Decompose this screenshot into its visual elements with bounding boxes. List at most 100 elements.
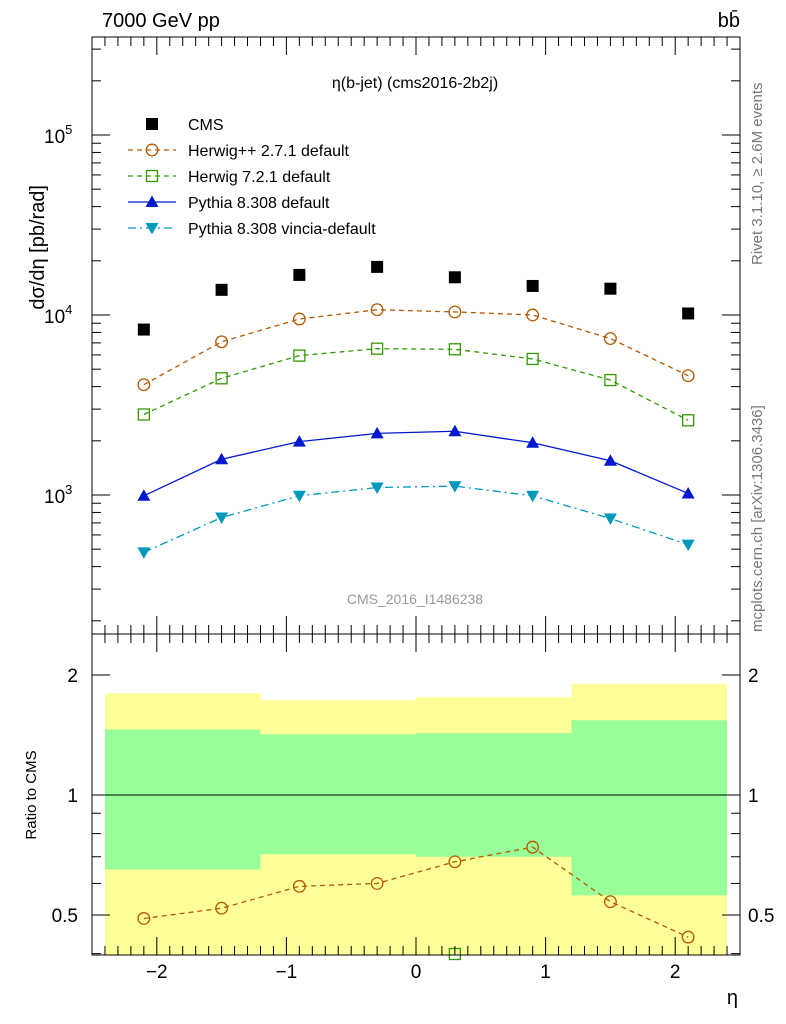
data-point	[681, 369, 695, 383]
ratio-uncertainty-bands	[104, 683, 728, 955]
data-point	[370, 342, 384, 355]
ratio-point	[681, 930, 695, 944]
legend-label: Herwig 7.2.1 default	[188, 169, 331, 186]
data-point	[448, 343, 462, 356]
data-point	[526, 308, 540, 322]
data-point	[137, 323, 150, 336]
data-point	[292, 490, 306, 503]
ratio-point	[215, 901, 229, 915]
ratio-y-tick-label: 1	[67, 786, 78, 807]
main-axis-ticks	[91, 37, 741, 634]
data-point	[682, 414, 695, 427]
data-point	[604, 282, 617, 295]
legend-entry: Pythia 8.308 vincia-default	[128, 221, 376, 238]
main-y-tick-labels: 103 104 105	[44, 122, 72, 508]
data-point	[682, 307, 695, 320]
data-point	[448, 481, 462, 493]
data-point	[448, 305, 462, 319]
ratio-point	[292, 879, 306, 893]
mcplots-label: mcplots.cern.ch [arXiv:1306.3436]	[749, 405, 766, 632]
legend-marker	[145, 143, 159, 157]
data-point	[370, 482, 384, 495]
process-label: bb̄	[718, 9, 740, 32]
data-point	[603, 454, 617, 466]
series-1	[137, 303, 695, 392]
data-point	[292, 312, 306, 326]
ratio-axis-ticks	[91, 634, 741, 955]
data-point	[681, 486, 695, 499]
data-point	[603, 513, 617, 526]
data-point	[137, 489, 151, 501]
data-point	[526, 436, 540, 448]
band-inner	[571, 720, 728, 896]
data-point	[526, 352, 539, 366]
main-y-tick-label: 105	[44, 122, 72, 148]
main-plot: 103 104 105 η(b-jet) (cms2016-2b2j) CMS_20…	[27, 36, 741, 635]
data-point	[681, 539, 695, 552]
legend: CMS Herwig++ 2.7.1 default Herwig 7.2.1 de…	[128, 117, 376, 238]
main-y-axis-label: dσ/dη [pb/rad]	[27, 185, 49, 310]
data-point	[448, 271, 461, 284]
band-inner	[260, 734, 416, 855]
ratio-y-tick-label: 2	[748, 666, 759, 687]
ratio-point	[603, 895, 617, 909]
ratio-y-tick-label: 1	[748, 786, 759, 807]
ratio-series	[137, 840, 695, 961]
data-point	[293, 268, 306, 281]
ratio-y-axis-label: Ratio to CMS	[23, 750, 40, 839]
series-line	[143, 430, 689, 497]
x-axis-label: η	[727, 987, 738, 1009]
legend-entry: Pythia 8.308 default	[128, 195, 330, 212]
x-tick-label: 1	[540, 962, 551, 983]
ratio-point	[137, 912, 151, 925]
series-4	[137, 481, 695, 559]
series-line	[143, 485, 689, 553]
main-series	[137, 260, 695, 559]
legend-label: Pythia 8.308 default	[188, 195, 330, 212]
legend-entry: Herwig 7.2.1 default	[128, 169, 331, 186]
ratio-plot: 0.5 0.5 1 1 2 2 −2 −1 0 1 2 Ratio to CMS η	[23, 633, 775, 1009]
series-3	[137, 424, 695, 501]
data-point	[137, 378, 151, 392]
legend-marker	[145, 169, 159, 183]
band-inner	[104, 729, 261, 870]
data-point	[215, 372, 228, 385]
ratio-series-0	[137, 840, 695, 944]
ratio-y-tick-labels: 0.5 0.5 1 1 2 2	[52, 666, 775, 927]
ratio-y-tick-label: 0.5	[52, 906, 78, 927]
data-point	[448, 424, 462, 437]
legend-marker	[146, 118, 158, 130]
ratio-line	[143, 846, 689, 938]
data-point	[215, 335, 229, 349]
ratio-y-tick-label: 2	[67, 666, 78, 687]
watermark: CMS_2016_I1486238	[347, 591, 483, 607]
data-point	[292, 435, 306, 447]
series-0	[137, 260, 695, 336]
data-point	[370, 303, 384, 317]
series-line	[143, 348, 689, 421]
data-point	[293, 349, 306, 362]
ratio-y-tick-label: 0.5	[748, 906, 774, 927]
main-y-tick-label: 103	[44, 482, 72, 508]
main-y-tick-label: 104	[44, 302, 72, 328]
rivet-label: Rivet 3.1.10, ≥ 2.6M events	[749, 83, 766, 266]
data-point	[137, 547, 151, 559]
legend-marker	[145, 195, 159, 207]
data-point	[371, 260, 384, 273]
main-plot-title: η(b-jet) (cms2016-2b2j)	[332, 75, 498, 92]
data-point	[603, 332, 617, 345]
x-tick-label: −1	[276, 962, 298, 983]
legend-entry: Herwig++ 2.7.1 default	[128, 143, 350, 160]
legend-entry: CMS	[146, 117, 224, 134]
data-point	[370, 426, 384, 439]
legend-label: Herwig++ 2.7.1 default	[188, 143, 350, 160]
x-tick-labels: −2 −1 0 1 2	[146, 962, 681, 983]
legend-label: CMS	[188, 117, 224, 134]
legend-marker	[145, 223, 159, 235]
x-tick-label: −2	[146, 962, 168, 983]
ratio-point	[370, 876, 384, 890]
x-tick-label: 0	[411, 962, 422, 983]
series-2	[137, 342, 695, 427]
data-point	[526, 490, 540, 503]
data-point	[215, 452, 229, 465]
